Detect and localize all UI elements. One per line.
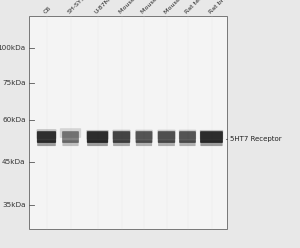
FancyBboxPatch shape bbox=[200, 140, 223, 146]
FancyBboxPatch shape bbox=[86, 130, 109, 140]
Text: Rat brain: Rat brain bbox=[208, 0, 232, 15]
Text: Mouse testis: Mouse testis bbox=[118, 0, 150, 15]
Text: 60kDa: 60kDa bbox=[2, 117, 26, 123]
Text: 45kDa: 45kDa bbox=[2, 159, 26, 165]
FancyBboxPatch shape bbox=[179, 130, 196, 139]
FancyBboxPatch shape bbox=[62, 140, 79, 146]
FancyBboxPatch shape bbox=[60, 128, 81, 138]
FancyBboxPatch shape bbox=[135, 130, 153, 139]
FancyBboxPatch shape bbox=[200, 131, 223, 143]
FancyBboxPatch shape bbox=[87, 131, 108, 143]
FancyBboxPatch shape bbox=[158, 140, 175, 146]
FancyBboxPatch shape bbox=[62, 131, 79, 143]
FancyBboxPatch shape bbox=[200, 130, 223, 140]
FancyBboxPatch shape bbox=[179, 131, 196, 143]
FancyBboxPatch shape bbox=[37, 129, 56, 139]
FancyBboxPatch shape bbox=[113, 140, 130, 146]
Text: C6: C6 bbox=[43, 5, 52, 15]
FancyBboxPatch shape bbox=[179, 140, 196, 146]
FancyBboxPatch shape bbox=[87, 140, 108, 146]
Text: SH-SY5Y: SH-SY5Y bbox=[67, 0, 89, 15]
FancyBboxPatch shape bbox=[158, 130, 175, 139]
Text: Mouse spleen: Mouse spleen bbox=[163, 0, 198, 15]
FancyBboxPatch shape bbox=[136, 140, 152, 146]
FancyBboxPatch shape bbox=[136, 131, 152, 143]
Text: Mouse brain: Mouse brain bbox=[140, 0, 172, 15]
FancyBboxPatch shape bbox=[37, 131, 56, 143]
Text: Rat testis: Rat testis bbox=[184, 0, 209, 15]
Text: 35kDa: 35kDa bbox=[2, 202, 26, 208]
FancyBboxPatch shape bbox=[112, 130, 130, 139]
FancyBboxPatch shape bbox=[158, 131, 175, 143]
Text: 5HT7 Receptor: 5HT7 Receptor bbox=[230, 136, 282, 142]
Text: 75kDa: 75kDa bbox=[2, 80, 26, 86]
Bar bbox=[28, 16, 226, 229]
Text: 100kDa: 100kDa bbox=[0, 45, 26, 51]
FancyBboxPatch shape bbox=[37, 140, 56, 146]
FancyBboxPatch shape bbox=[113, 131, 130, 143]
Text: U-87MG: U-87MG bbox=[94, 0, 115, 15]
